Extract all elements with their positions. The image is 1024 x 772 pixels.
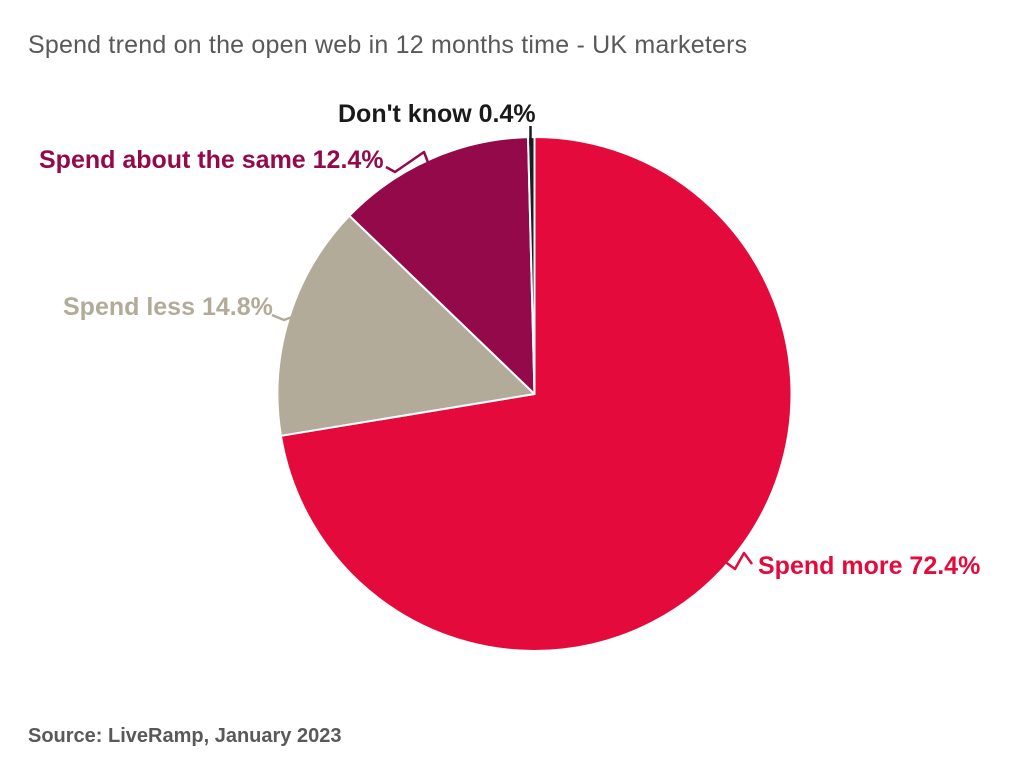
pie-slice-spend-about-the-same bbox=[348, 136, 536, 395]
pie-slice-spend-more bbox=[279, 136, 793, 652]
slice-label-spend-less: Spend less 14.8% bbox=[63, 293, 273, 321]
slice-label-dont-know: Don't know 0.4% bbox=[338, 100, 536, 128]
slice-label-spend-more: Spend more 72.4% bbox=[758, 552, 981, 580]
pie-slices bbox=[276, 135, 793, 652]
source-note: Source: LiveRamp, January 2023 bbox=[28, 725, 342, 747]
leader-line-spend-about-the-same bbox=[385, 150, 431, 174]
leader-line-spend-less bbox=[271, 313, 293, 322]
chart-title: Spend trend on the open web in 12 months… bbox=[28, 31, 748, 59]
slice-label-spend-about-the-same: Spend about the same 12.4% bbox=[39, 146, 384, 174]
leader-line-spend-more bbox=[723, 551, 754, 571]
